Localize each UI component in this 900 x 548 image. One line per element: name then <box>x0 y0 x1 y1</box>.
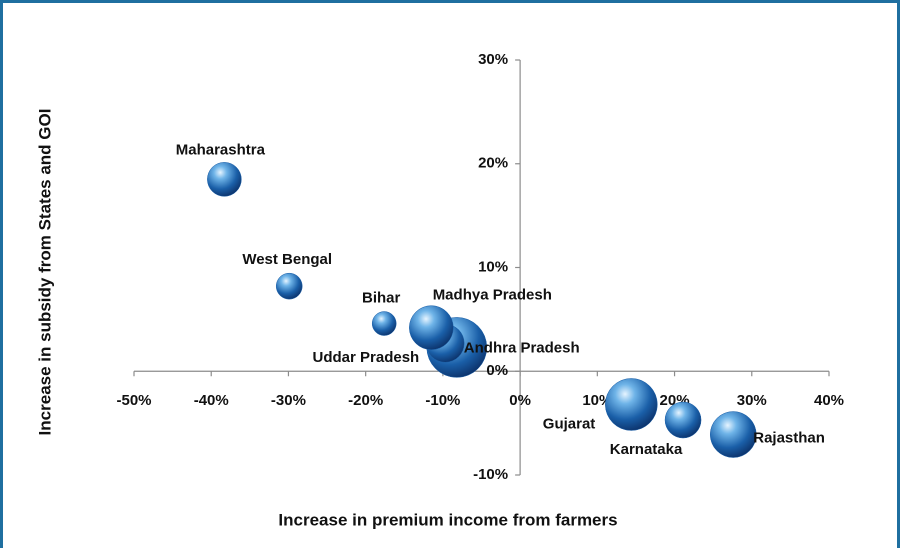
x-tick-label: -50% <box>116 392 151 409</box>
x-tick-label: -10% <box>425 392 460 409</box>
x-tick-label: -20% <box>348 392 383 409</box>
bubble <box>605 378 658 431</box>
x-tick-label: 10% <box>582 392 612 409</box>
x-axis-title: Increase in premium income from farmers <box>278 510 617 529</box>
y-tick-label: -10% <box>473 466 508 483</box>
x-tick-label: 40% <box>814 392 844 409</box>
x-tick-label: 0% <box>509 392 531 409</box>
bubble-label: Andhra Pradesh <box>464 339 580 356</box>
y-tick-label: 30% <box>478 51 508 68</box>
x-tick-label: 30% <box>737 392 767 409</box>
bubble <box>371 311 397 336</box>
x-tick-label: -30% <box>271 392 306 409</box>
bubble-label: Gujarat <box>543 415 596 432</box>
y-axis-title: Increase in subsidy from States and GOI <box>35 109 54 436</box>
bubble <box>664 401 702 439</box>
x-tick-label: -40% <box>194 392 229 409</box>
bubble-label: West Bengal <box>242 251 332 268</box>
bubble-label: Maharashtra <box>176 141 266 158</box>
bubble <box>409 305 454 350</box>
bubble-label: Madhya Pradesh <box>433 287 552 304</box>
bubble-label: Karnataka <box>610 441 683 458</box>
y-tick-label: 0% <box>486 362 508 379</box>
bubble-label: Uddar Pradesh <box>313 349 420 366</box>
y-tick-label: 20% <box>478 155 508 172</box>
bubble <box>709 411 757 458</box>
bubble-label: Bihar <box>362 289 401 306</box>
bubble <box>207 162 242 197</box>
bubble <box>275 272 303 300</box>
y-tick-label: 10% <box>478 258 508 275</box>
bubble-label: Rajasthan <box>753 430 825 447</box>
